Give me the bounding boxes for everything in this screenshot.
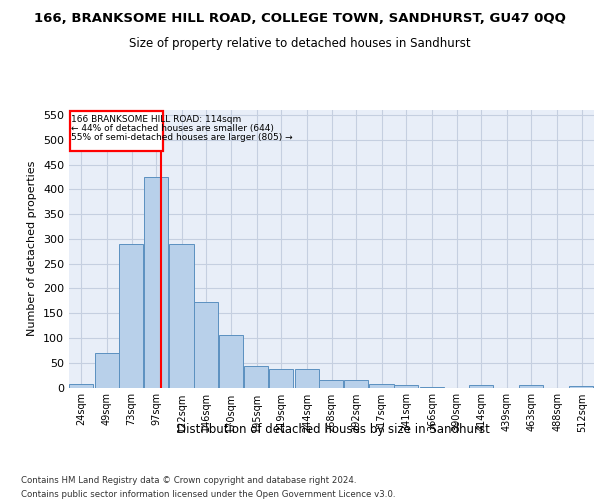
Bar [419,386,444,388]
Y-axis label: Number of detached properties: Number of detached properties [28,161,37,336]
Bar [244,366,268,388]
Bar [269,369,293,388]
Bar [344,380,368,388]
Text: 55% of semi-detached houses are larger (805) →: 55% of semi-detached houses are larger (… [71,133,293,142]
Bar [469,385,493,388]
Bar [119,244,143,388]
Bar [370,384,394,388]
Bar [295,369,319,388]
FancyBboxPatch shape [70,111,163,150]
Bar [169,244,194,388]
Bar [69,384,93,388]
Text: Distribution of detached houses by size in Sandhurst: Distribution of detached houses by size … [176,422,490,436]
Bar [95,353,119,388]
Text: 166, BRANKSOME HILL ROAD, COLLEGE TOWN, SANDHURST, GU47 0QQ: 166, BRANKSOME HILL ROAD, COLLEGE TOWN, … [34,12,566,26]
Bar [394,385,418,388]
Text: ← 44% of detached houses are smaller (644): ← 44% of detached houses are smaller (64… [71,124,274,133]
Bar [219,336,243,388]
Bar [319,380,343,388]
Bar [144,177,168,388]
Text: Contains public sector information licensed under the Open Government Licence v3: Contains public sector information licen… [21,490,395,499]
Bar [569,386,593,388]
Text: Contains HM Land Registry data © Crown copyright and database right 2024.: Contains HM Land Registry data © Crown c… [21,476,356,485]
Bar [194,302,218,388]
Text: Size of property relative to detached houses in Sandhurst: Size of property relative to detached ho… [129,38,471,51]
Text: 166 BRANKSOME HILL ROAD: 114sqm: 166 BRANKSOME HILL ROAD: 114sqm [71,115,241,124]
Bar [519,385,543,388]
